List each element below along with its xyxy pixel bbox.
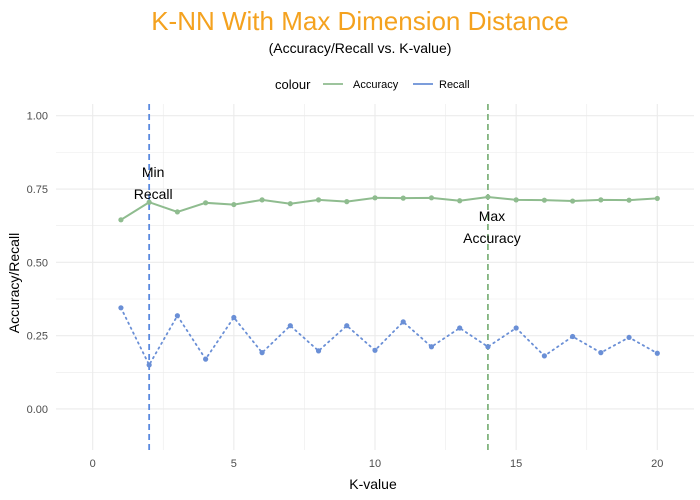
- data-point-accuracy: [626, 197, 632, 203]
- data-point-accuracy: [428, 195, 435, 201]
- data-point-accuracy: [174, 209, 180, 215]
- data-point-recall: [598, 350, 604, 356]
- data-point-accuracy: [287, 201, 293, 207]
- annotations: Min Recall Max Accuracy: [134, 164, 521, 246]
- annotation-label-1: Max: [479, 208, 505, 224]
- legend-title: colour: [275, 77, 311, 92]
- data-point-recall: [372, 347, 378, 353]
- data-point-recall: [513, 325, 519, 331]
- data-point-accuracy: [344, 199, 350, 205]
- data-point-recall: [626, 334, 632, 341]
- legend-label-recall: Recall: [439, 79, 470, 91]
- data-point-recall: [457, 325, 463, 331]
- data-point-accuracy: [598, 197, 604, 203]
- annotation-label-1: Accuracy: [463, 230, 521, 246]
- data-point-recall: [146, 362, 152, 368]
- data-point-accuracy: [457, 198, 463, 204]
- reference-lines: [148, 104, 489, 450]
- y-tick-label: 0.25: [27, 331, 48, 343]
- y-axis-ticks: 0.00 0.25 0.50 0.75 1.00: [27, 111, 48, 416]
- x-tick-label: 20: [651, 458, 663, 470]
- data-point-recall: [654, 350, 660, 356]
- data-point-accuracy: [372, 195, 378, 201]
- data-point-recall: [118, 305, 124, 311]
- data-point-recall: [203, 356, 209, 362]
- chart-title: K-NN With Max Dimension Distance: [151, 6, 569, 36]
- x-tick-label: 5: [231, 458, 237, 470]
- x-axis-label: K-value: [349, 476, 397, 492]
- legend-label-accuracy: Accuracy: [353, 79, 399, 91]
- x-tick-label: 10: [369, 458, 381, 470]
- data-point-recall: [259, 350, 265, 356]
- data-point-accuracy: [570, 198, 576, 204]
- data-point-accuracy: [400, 195, 406, 201]
- grid: [56, 104, 694, 450]
- legend: colour Accuracy Recall: [275, 77, 470, 92]
- series-line-accuracy: [120, 195, 658, 221]
- data-point-accuracy: [315, 197, 322, 203]
- data-point-recall: [485, 344, 491, 350]
- data-point-recall: [231, 314, 237, 321]
- data-point-accuracy: [654, 195, 660, 202]
- y-tick-label: 0.00: [27, 404, 48, 416]
- series-line-recall: [120, 306, 659, 367]
- series-group: [118, 194, 660, 368]
- y-axis-label: Accuracy/Recall: [6, 233, 22, 333]
- annotation-label-0: Recall: [134, 186, 173, 202]
- annotation-label-0: Min: [142, 164, 165, 180]
- chart-subtitle: (Accuracy/Recall vs. K-value): [269, 40, 452, 56]
- data-point-recall: [541, 353, 547, 359]
- data-point-accuracy: [231, 201, 237, 208]
- data-point-accuracy: [146, 199, 152, 205]
- y-tick-label: 0.50: [27, 257, 48, 269]
- data-point-accuracy: [118, 217, 124, 223]
- data-point-recall: [428, 344, 435, 350]
- x-tick-label: 15: [510, 458, 522, 470]
- data-point-recall: [400, 319, 406, 325]
- data-point-accuracy: [541, 197, 547, 203]
- data-point-recall: [570, 333, 576, 340]
- data-point-recall: [174, 313, 180, 319]
- data-point-accuracy: [203, 200, 209, 206]
- y-tick-label: 0.75: [27, 184, 48, 196]
- x-axis-ticks: 0 5 10 15 20: [90, 458, 664, 470]
- y-tick-label: 1.00: [27, 111, 48, 123]
- data-point-recall: [344, 323, 350, 329]
- x-tick-label: 0: [90, 458, 96, 470]
- data-point-accuracy: [513, 197, 519, 203]
- data-point-accuracy: [259, 197, 265, 203]
- data-point-recall: [315, 348, 322, 354]
- data-point-recall: [287, 323, 293, 329]
- data-point-accuracy: [485, 194, 491, 200]
